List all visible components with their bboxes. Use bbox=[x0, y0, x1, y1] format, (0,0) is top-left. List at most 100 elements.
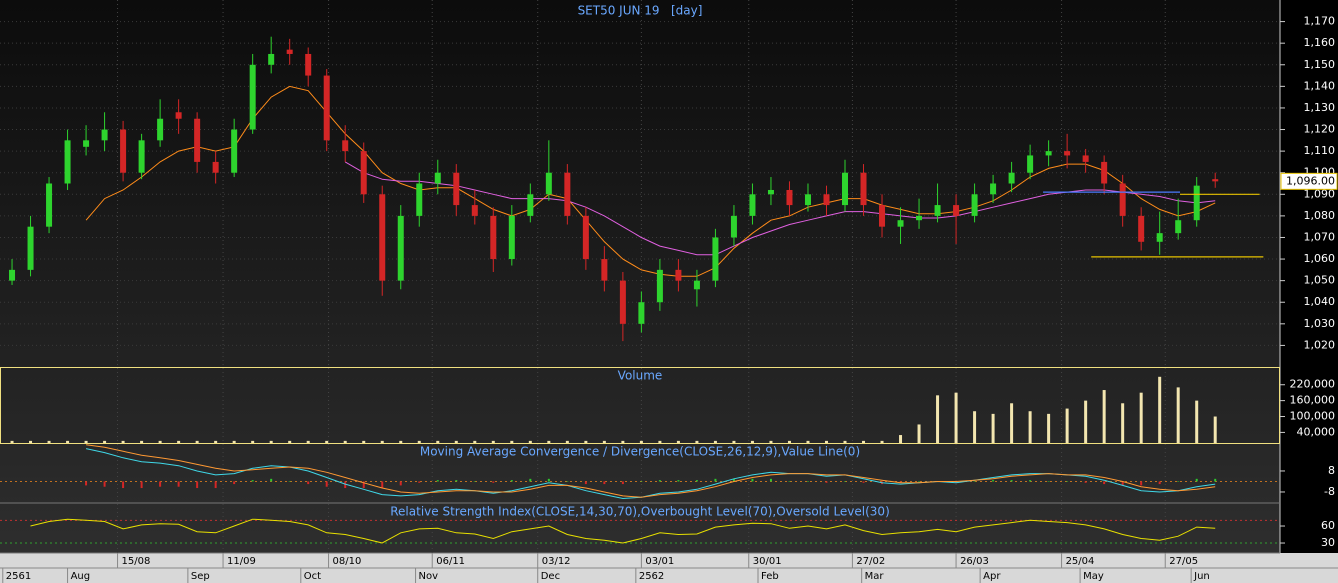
candle-body bbox=[1064, 151, 1071, 156]
volume-bar bbox=[47, 440, 51, 443]
candle-body bbox=[730, 215, 737, 238]
candle-body bbox=[46, 183, 53, 227]
candle-body bbox=[693, 280, 700, 290]
histogram-bar bbox=[270, 478, 273, 482]
y-tick-label: 1,050 bbox=[1304, 274, 1336, 287]
volume-bar bbox=[436, 440, 440, 443]
volume-bar bbox=[1176, 387, 1180, 443]
candle-body bbox=[490, 215, 497, 260]
candle-body bbox=[953, 205, 960, 216]
histogram-bar bbox=[1158, 481, 1161, 485]
volume-bar bbox=[343, 440, 347, 443]
x-tick-label: Apr bbox=[983, 571, 1001, 582]
candle-body bbox=[379, 194, 386, 281]
candle-body bbox=[823, 194, 830, 206]
histogram-bar bbox=[695, 480, 698, 482]
candle-body bbox=[1101, 161, 1108, 184]
histogram-bar bbox=[862, 481, 865, 483]
histogram-bar bbox=[918, 481, 921, 482]
x-tick-label: 27/05 bbox=[1169, 556, 1198, 567]
candle-body bbox=[434, 172, 441, 184]
panel-title: Relative Strength Index(CLOSE,14,30,70),… bbox=[390, 505, 890, 519]
candle-body bbox=[360, 151, 367, 195]
histogram-bar bbox=[103, 481, 106, 487]
candle-body bbox=[712, 237, 719, 281]
volume-bar bbox=[750, 440, 754, 443]
histogram-bar bbox=[510, 480, 513, 482]
histogram-bar bbox=[973, 481, 976, 482]
histogram-bar bbox=[214, 481, 217, 489]
x-tick-label: 25/04 bbox=[1066, 556, 1095, 567]
histogram-bar bbox=[1121, 481, 1124, 486]
volume-bar bbox=[528, 440, 532, 443]
candle-body bbox=[120, 129, 127, 173]
histogram-bar bbox=[455, 480, 458, 482]
histogram-bar bbox=[233, 481, 236, 485]
volume-bar bbox=[269, 440, 273, 443]
y-tick-label: 1,030 bbox=[1304, 317, 1336, 330]
volume-bar bbox=[1028, 411, 1032, 443]
volume-frame bbox=[0, 367, 1280, 444]
volume-bar bbox=[1158, 376, 1162, 443]
candle-body bbox=[508, 215, 515, 260]
volume-bar bbox=[140, 440, 144, 443]
candle-body bbox=[879, 205, 886, 227]
histogram-bar bbox=[177, 481, 180, 487]
candle-body bbox=[934, 205, 941, 216]
volume-bar bbox=[325, 440, 329, 443]
volume-bar bbox=[862, 440, 866, 443]
volume-bar bbox=[973, 411, 977, 443]
histogram-bar bbox=[196, 481, 199, 489]
volume-bar bbox=[491, 440, 495, 443]
candle-body bbox=[1156, 233, 1163, 242]
x-tick-label: May bbox=[1083, 571, 1104, 582]
y-tick-label: 1,140 bbox=[1304, 79, 1336, 92]
last-price-label: 1,096.00 bbox=[1286, 174, 1335, 187]
volume-bar bbox=[288, 440, 292, 443]
volume-bar bbox=[565, 440, 569, 443]
candle-body bbox=[27, 226, 34, 270]
histogram-bar bbox=[529, 478, 532, 482]
volume-bar bbox=[473, 440, 477, 443]
candle-body bbox=[138, 140, 145, 173]
volume-bar bbox=[991, 413, 995, 443]
histogram-bar bbox=[899, 481, 902, 483]
volume-bar bbox=[29, 440, 33, 443]
volume-bar bbox=[1139, 392, 1143, 443]
volume-bar bbox=[1084, 400, 1088, 443]
y-tick-label: 1,080 bbox=[1304, 209, 1336, 222]
histogram-bar bbox=[251, 480, 254, 482]
histogram-bar bbox=[1103, 481, 1106, 485]
histogram-bar bbox=[362, 481, 365, 489]
volume-bar bbox=[380, 440, 384, 443]
histogram-bar bbox=[677, 480, 680, 482]
candle-body bbox=[545, 172, 552, 195]
candle-body bbox=[804, 194, 811, 206]
candle-body bbox=[9, 269, 16, 281]
histogram-bar bbox=[1010, 480, 1013, 482]
candle-body bbox=[842, 172, 849, 206]
y-tick-label: 160,000 bbox=[1290, 394, 1336, 407]
volume-bar bbox=[84, 440, 88, 443]
volume-bar bbox=[639, 440, 643, 443]
y-tick-label: 1,130 bbox=[1304, 101, 1336, 114]
candle-body bbox=[397, 215, 404, 281]
y-tick-label: 1,170 bbox=[1304, 15, 1336, 28]
x-tick-label: 06/11 bbox=[436, 556, 465, 567]
histogram-bar bbox=[418, 481, 421, 483]
y-tick-label: 1,150 bbox=[1304, 58, 1336, 71]
volume-bar bbox=[824, 440, 828, 443]
volume-bar bbox=[454, 440, 458, 443]
histogram-bar bbox=[436, 480, 439, 482]
volume-bar bbox=[954, 392, 958, 443]
rsi-line bbox=[30, 518, 1216, 544]
moving-average-line bbox=[85, 85, 1216, 277]
candle-body bbox=[342, 140, 349, 152]
candle-body bbox=[453, 172, 460, 206]
y-tick-label: -8 bbox=[1324, 485, 1335, 498]
axis-background bbox=[1280, 0, 1338, 553]
volume-bar bbox=[121, 440, 125, 443]
histogram-bar bbox=[344, 481, 347, 489]
volume-bar bbox=[214, 440, 218, 443]
